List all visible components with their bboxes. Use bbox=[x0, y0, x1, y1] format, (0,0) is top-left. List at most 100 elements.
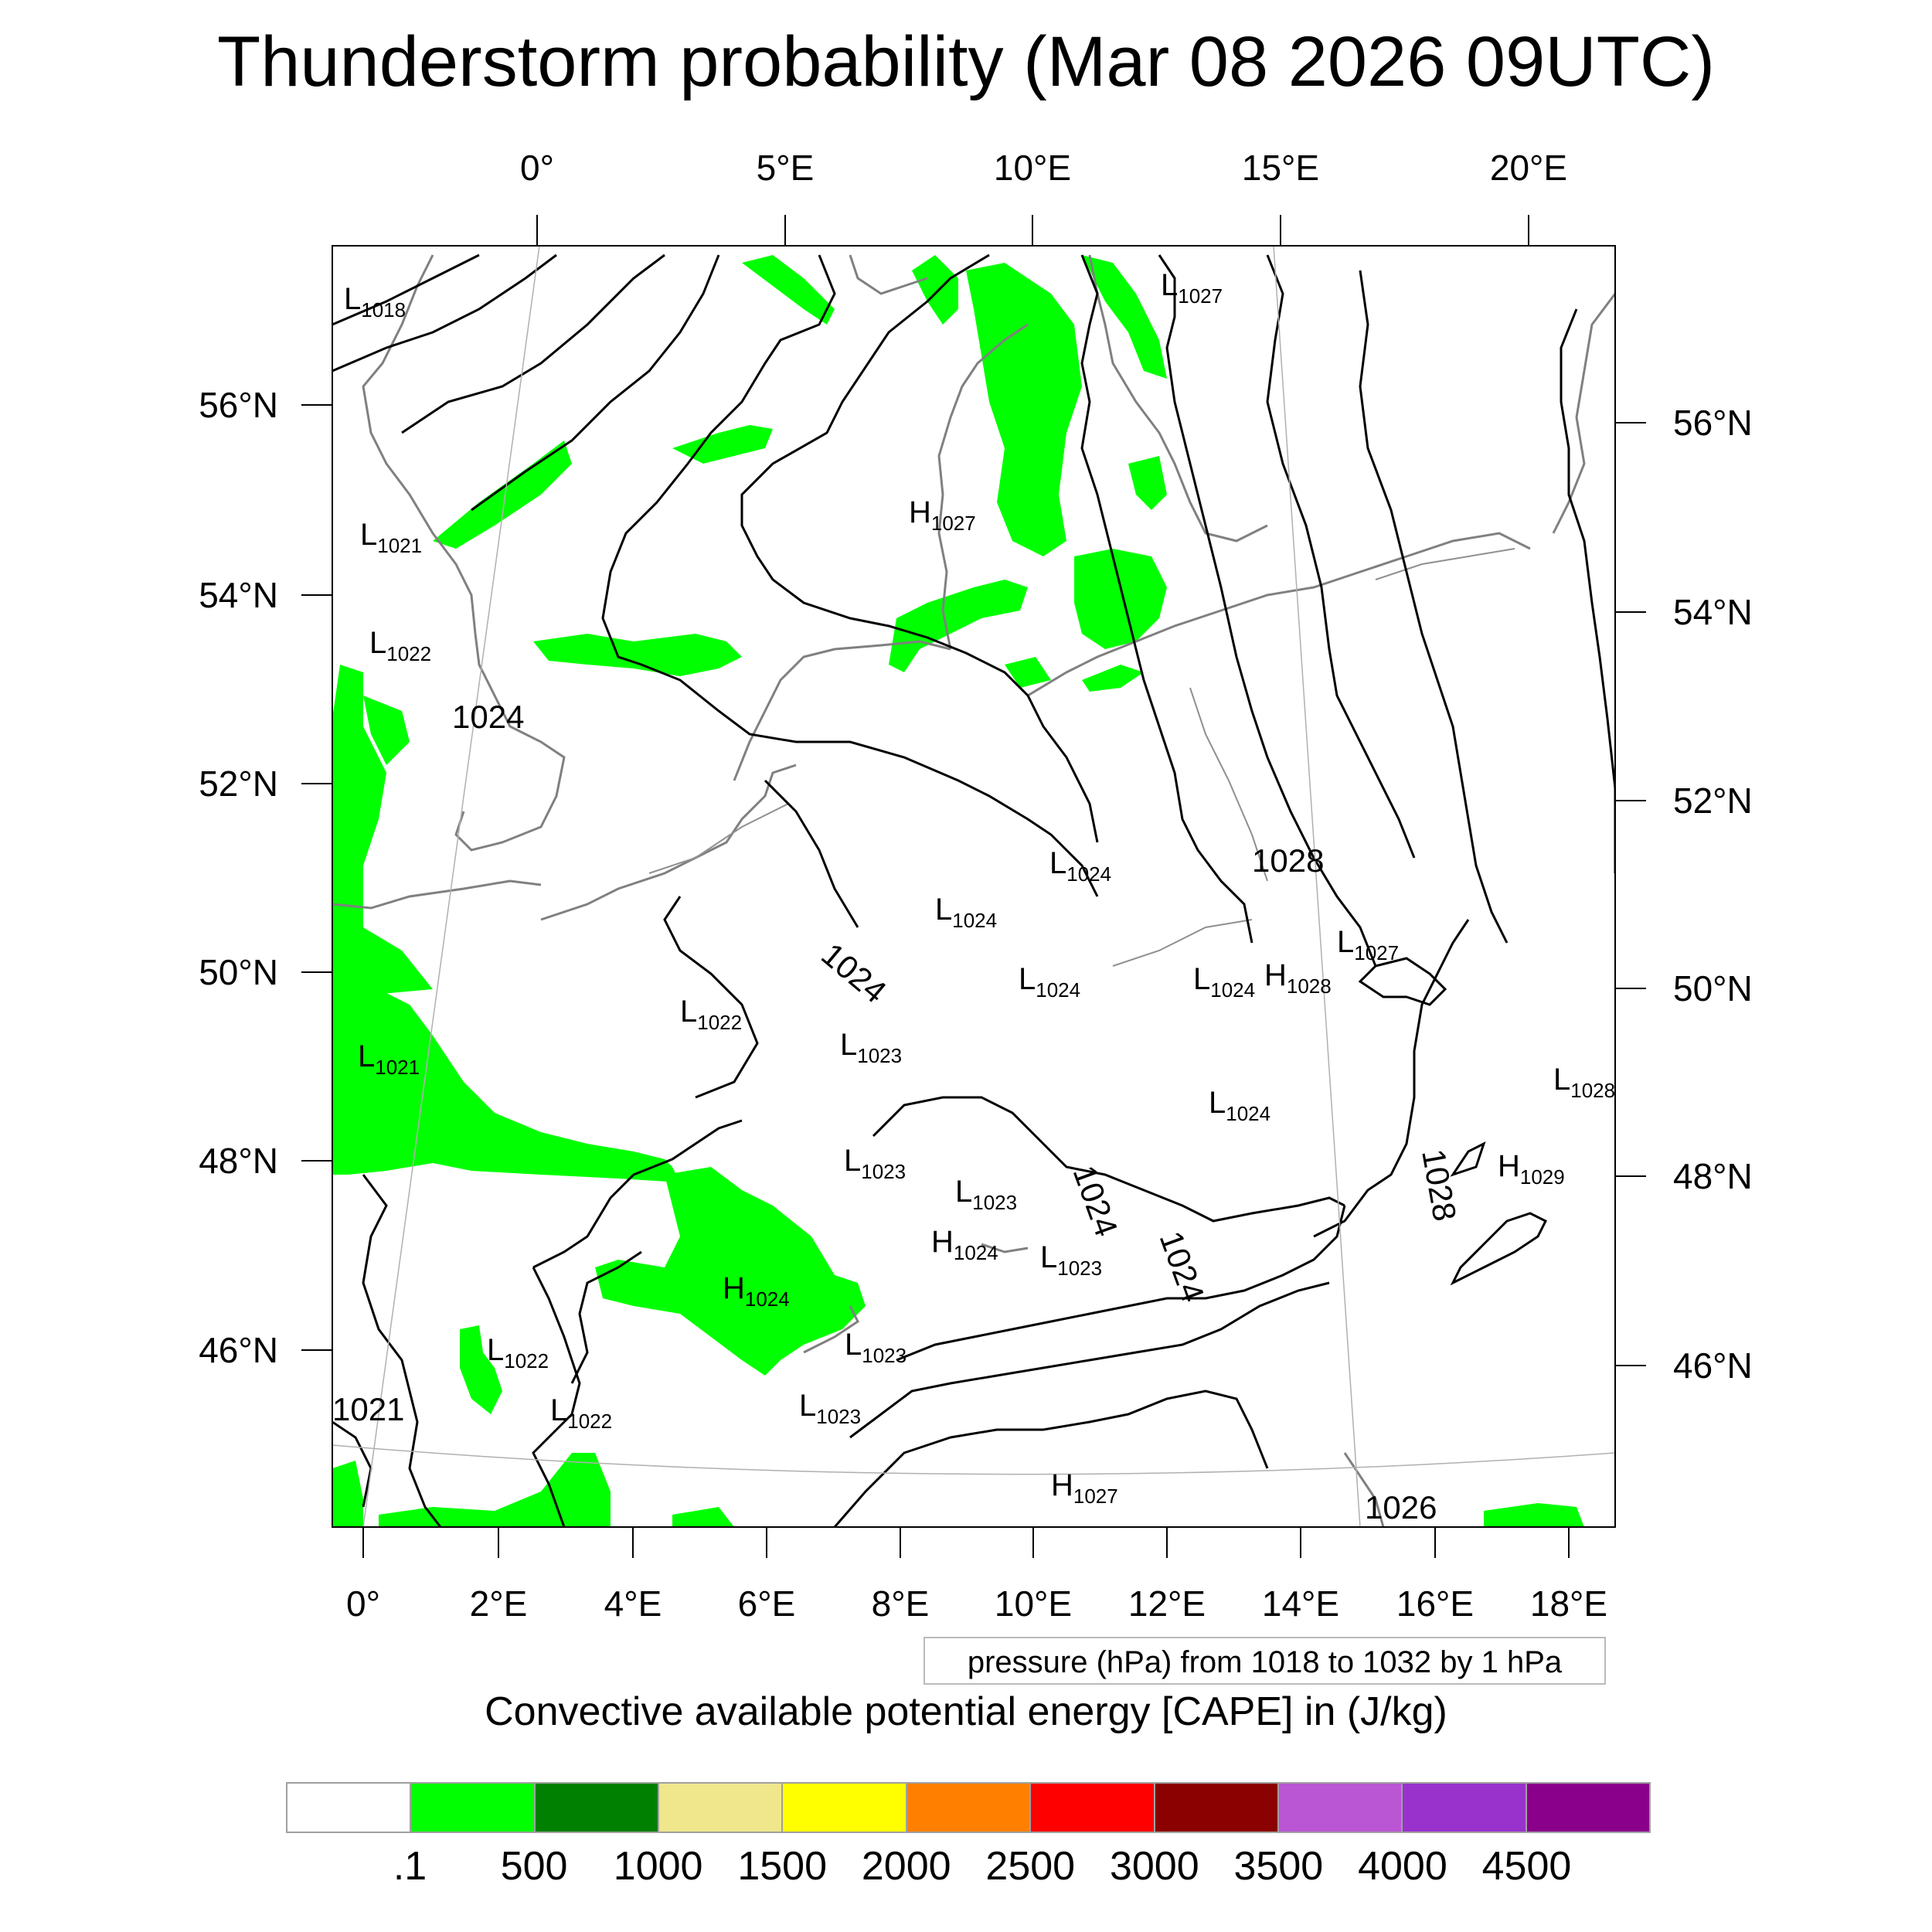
bottom-lon-label-2: 4°E bbox=[604, 1583, 662, 1624]
pressure-label-contour-9: 1024 bbox=[815, 936, 893, 1010]
isobar-east-lower bbox=[1313, 919, 1470, 1238]
coast-denmark-west bbox=[937, 323, 1029, 650]
coast-norway bbox=[849, 254, 928, 295]
isobar-south-2 bbox=[532, 1119, 743, 1269]
right-lat-label-3: 50°N bbox=[1673, 968, 1753, 1009]
pressure-label-low-18: L1023 bbox=[844, 1144, 906, 1183]
isobar-alps-lower-3 bbox=[833, 1389, 1269, 1527]
colorbar-swatch-3 bbox=[659, 1784, 784, 1832]
pressure-label-low-15: L1021 bbox=[358, 1039, 420, 1079]
isobar-1024-diag bbox=[764, 779, 859, 928]
bottom-lon-label-5: 10°E bbox=[994, 1583, 1073, 1624]
left-lat-label-1: 54°N bbox=[199, 575, 278, 615]
pressure-label-low-17: L1024 bbox=[1209, 1086, 1270, 1125]
isobar-france-center bbox=[663, 896, 759, 1099]
border-de-cz bbox=[1112, 919, 1253, 967]
colorbar-swatch-1 bbox=[411, 1784, 536, 1832]
isobar-1028-band bbox=[1080, 254, 1253, 944]
colorbar-label-3: 1500 bbox=[737, 1844, 828, 1889]
isobar-south-3 bbox=[570, 1250, 642, 1384]
colorbar-swatch-0 bbox=[287, 1784, 412, 1832]
pressure-contours bbox=[332, 253, 1615, 1527]
cape-area-sweden-west bbox=[1082, 255, 1167, 379]
pressure-info-box: pressure (hPa) from 1018 to 1032 by 1 hP… bbox=[923, 1637, 1606, 1685]
cape-area-massif bbox=[460, 1325, 502, 1414]
isobar-4 bbox=[471, 254, 720, 512]
isobar-1024-high-ring bbox=[740, 253, 1099, 843]
bottom-lon-label-1: 2°E bbox=[469, 1583, 528, 1624]
cape-area-denmark bbox=[966, 263, 1082, 556]
bottom-lon-label-4: 8°E bbox=[871, 1583, 930, 1624]
pressure-label-low-4: L1022 bbox=[369, 626, 431, 665]
colorbar-label-2: 1000 bbox=[613, 1844, 703, 1889]
cape-area-south-a bbox=[332, 1461, 363, 1527]
isobar-1027-closed bbox=[1358, 957, 1447, 1006]
top-lon-label-4: 20°E bbox=[1489, 148, 1568, 188]
country-borders bbox=[648, 548, 1515, 967]
cape-area-west-france bbox=[332, 981, 680, 1182]
cape-area-norway-sea bbox=[672, 425, 773, 464]
colorbar-swatch-4 bbox=[783, 1784, 907, 1832]
right-lat-label-1: 54°N bbox=[1673, 592, 1753, 632]
coast-med-france bbox=[803, 1305, 859, 1354]
coast-sweden-west bbox=[1088, 254, 1268, 543]
colorbar-label-9: 4500 bbox=[1481, 1844, 1572, 1889]
isobar-east-3 bbox=[1359, 270, 1509, 944]
pressure-label-high-26: H1024 bbox=[723, 1271, 790, 1311]
pressure-label-low-6: L1024 bbox=[1049, 846, 1111, 886]
left-lat-label-3: 50°N bbox=[199, 952, 278, 992]
coast-gulf-riga bbox=[1552, 293, 1615, 534]
meridian-0 bbox=[362, 246, 540, 1527]
top-lon-label-3: 15°E bbox=[1241, 148, 1320, 188]
colorbar-swatch-6 bbox=[1031, 1784, 1155, 1832]
pressure-label-low-30: L1022 bbox=[550, 1393, 612, 1433]
colorbar-swatch-9 bbox=[1403, 1784, 1527, 1832]
pressure-label-low-29: L1023 bbox=[799, 1389, 861, 1428]
left-lat-label-0: 56°N bbox=[199, 385, 278, 425]
pressure-label-low-8: L1024 bbox=[935, 893, 997, 932]
right-lat-label-4: 48°N bbox=[1673, 1156, 1753, 1196]
pressure-label-low-24: L1023 bbox=[1040, 1240, 1102, 1280]
pressure-label-contour-25: 1024 bbox=[1153, 1226, 1212, 1307]
colorbar-label-8: 4000 bbox=[1358, 1844, 1447, 1889]
axis-ticks bbox=[301, 215, 1646, 1558]
isobar-alps-lower-1 bbox=[896, 1205, 1346, 1362]
pressure-label-low-0: L1018 bbox=[344, 282, 406, 321]
pressure-label-low-3: L1021 bbox=[360, 518, 422, 557]
cape-area-uk-south bbox=[363, 696, 410, 765]
isobar-east-2 bbox=[1266, 254, 1416, 859]
border-fr-de bbox=[648, 803, 789, 874]
graticule bbox=[332, 246, 1615, 1527]
left-lat-label-4: 48°N bbox=[199, 1141, 278, 1181]
cape-area-channel bbox=[332, 665, 433, 1005]
pressure-label-high-21: H1029 bbox=[1498, 1149, 1565, 1189]
meridian-15e bbox=[1273, 246, 1361, 1527]
colorbar-swatch-10 bbox=[1526, 1784, 1649, 1832]
isobar-5 bbox=[601, 254, 1099, 897]
bottom-lon-label-6: 12°E bbox=[1128, 1583, 1206, 1624]
colorbar-label-0: .1 bbox=[393, 1844, 427, 1889]
colorbar-label-5: 2500 bbox=[985, 1844, 1076, 1889]
cape-area-baltic-west bbox=[1074, 549, 1167, 649]
pressure-label-contour-7: 1028 bbox=[1252, 842, 1324, 879]
isobar-sw-2 bbox=[532, 1267, 581, 1527]
coast-france-north bbox=[540, 764, 797, 921]
isobar-sw-1 bbox=[332, 1420, 372, 1508]
bottom-lon-label-3: 6°E bbox=[737, 1583, 796, 1624]
border-de-pl bbox=[1189, 687, 1268, 882]
isobar-alps-lower-2 bbox=[849, 1281, 1330, 1439]
isobar-south-1 bbox=[362, 1174, 442, 1527]
left-lat-label-5: 46°N bbox=[199, 1330, 278, 1370]
colorbar bbox=[286, 1782, 1651, 1833]
cape-area-skagerrak bbox=[742, 255, 835, 325]
top-lon-label-2: 10°E bbox=[993, 148, 1072, 188]
colorbar-swatch-5 bbox=[906, 1784, 1032, 1832]
cape-area-central-france bbox=[595, 1167, 866, 1376]
cape-area-north-sea-band bbox=[533, 634, 742, 676]
cape-area-north-denmark bbox=[912, 255, 958, 325]
cape-area-south-b bbox=[379, 1453, 611, 1527]
cape-area-jutland-band bbox=[889, 580, 1028, 672]
cape-area-adriatic bbox=[1484, 1503, 1584, 1527]
pressure-label-contour-32: 1021 bbox=[332, 1391, 404, 1427]
cape-area-scotland-strip bbox=[433, 440, 572, 549]
